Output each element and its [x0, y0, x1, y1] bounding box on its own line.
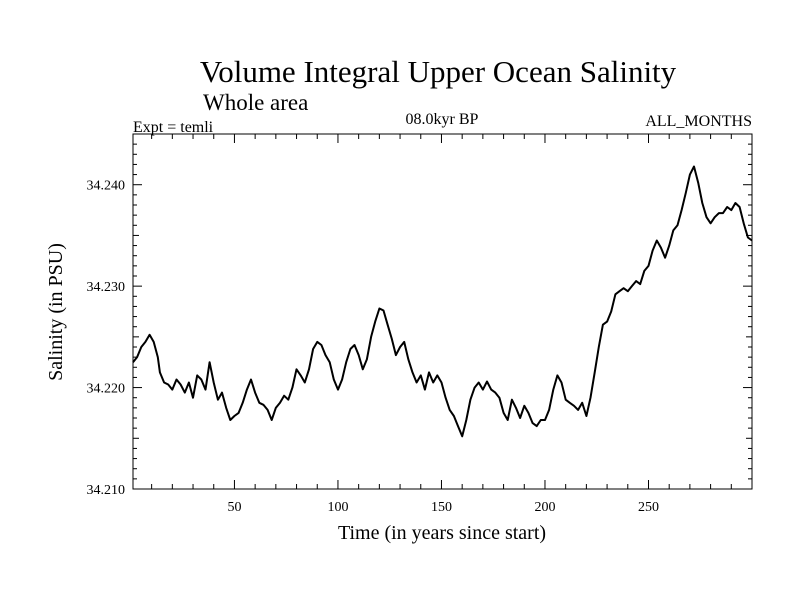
y-tick-label: 34.240	[87, 179, 126, 194]
y-tick-label: 34.210	[87, 483, 126, 498]
y-tick-label: 34.230	[87, 280, 126, 295]
x-tick-label: 50	[227, 500, 241, 515]
x-axis: 50 100 150 200 250	[151, 134, 753, 515]
months-label: ALL_MONTHS	[645, 113, 752, 130]
salinity-series-line	[132, 165, 753, 438]
x-tick-label: 250	[638, 500, 659, 515]
experiment-label: Expt = temli	[133, 119, 214, 136]
y-axis-label: Salinity (in PSU)	[45, 243, 67, 381]
x-tick-label: 200	[534, 500, 555, 515]
y-axis: 34.210 34.220 34.230 34.240	[87, 133, 752, 498]
x-tick-label: 150	[431, 500, 452, 515]
x-tick-label: 100	[327, 500, 348, 515]
y-tick-label: 34.220	[87, 382, 126, 397]
plot-frame	[132, 133, 753, 490]
chart-subtitle: Whole area	[203, 90, 308, 115]
x-axis-label: Time (in years since start)	[338, 522, 546, 544]
chart-title: Volume Integral Upper Ocean Salinity	[200, 54, 677, 89]
period-label: 08.0kyr BP	[406, 111, 479, 128]
